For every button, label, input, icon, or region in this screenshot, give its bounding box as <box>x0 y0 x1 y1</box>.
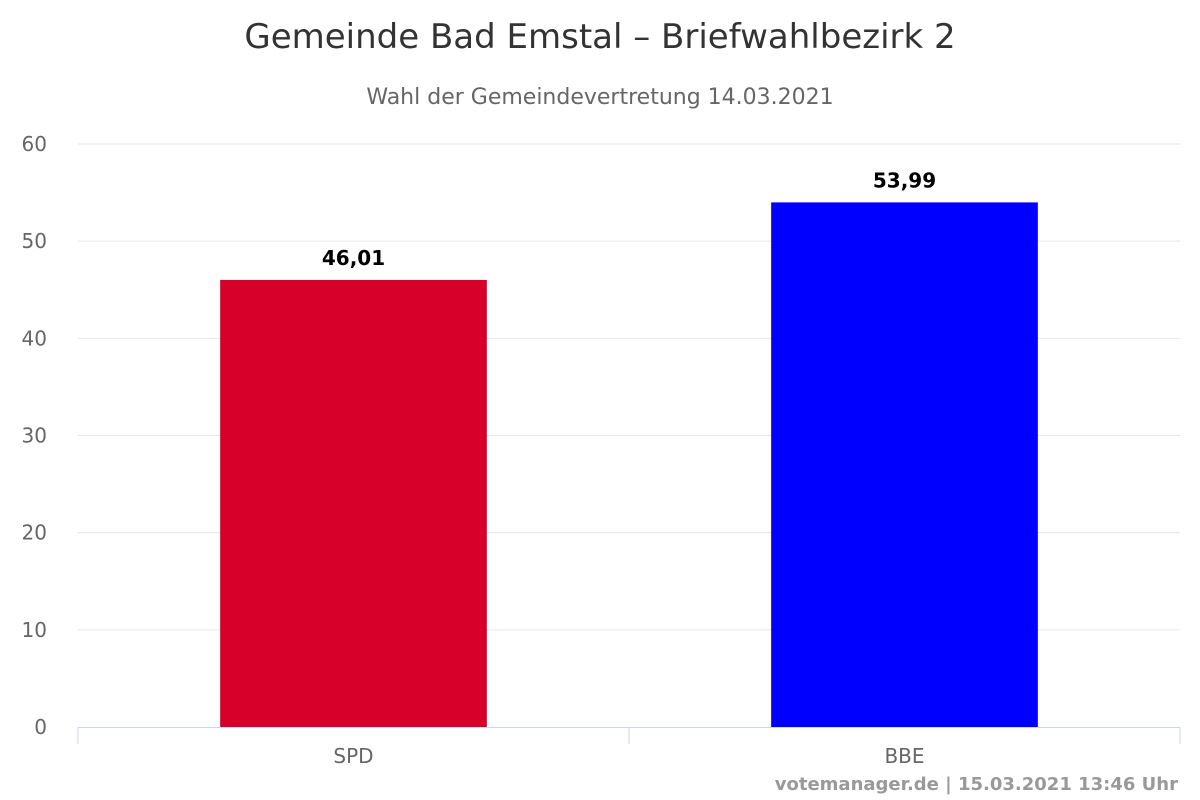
y-tick-label: 30 <box>22 424 47 448</box>
y-tick-label: 40 <box>22 326 47 350</box>
x-tick-label: BBE <box>884 744 924 768</box>
bars <box>220 202 1038 728</box>
bar-spd[interactable] <box>220 279 487 727</box>
credits[interactable]: votemanager.de | 15.03.2021 13:46 Uhr <box>775 774 1178 795</box>
x-tick-label: SPD <box>333 744 373 768</box>
chart-title: Gemeinde Bad Emstal – Briefwahlbezirk 2 <box>244 17 955 57</box>
x-axis: SPD BBE <box>77 727 1181 768</box>
data-label: 46,01 <box>322 246 385 270</box>
y-tick-label: 20 <box>22 521 47 545</box>
y-axis-ticks: 0 10 20 30 40 50 60 <box>22 132 47 739</box>
y-tick-label: 10 <box>22 618 47 642</box>
y-tick-label: 0 <box>34 715 47 739</box>
chart-subtitle: Wahl der Gemeindevertretung 14.03.2021 <box>366 85 833 110</box>
y-tick-label: 50 <box>22 229 47 253</box>
data-labels: 46,01 53,99 <box>322 168 936 270</box>
bar-bbe[interactable] <box>771 202 1038 728</box>
data-label: 53,99 <box>873 168 936 192</box>
y-tick-label: 60 <box>22 132 47 156</box>
